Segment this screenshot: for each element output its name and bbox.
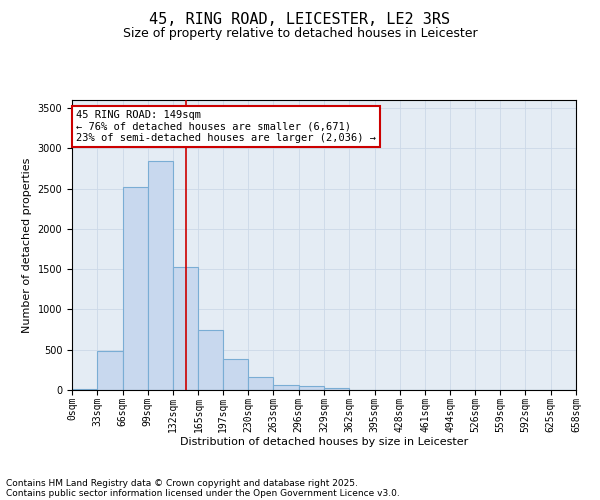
Text: 45 RING ROAD: 149sqm
← 76% of detached houses are smaller (6,671)
23% of semi-de: 45 RING ROAD: 149sqm ← 76% of detached h…	[76, 110, 376, 143]
Bar	[173, 267, 199, 390]
Text: Contains HM Land Registry data © Crown copyright and database right 2025.: Contains HM Land Registry data © Crown c…	[6, 478, 358, 488]
Bar	[274, 385, 299, 390]
Text: Contains public sector information licensed under the Open Government Licence v3: Contains public sector information licen…	[6, 488, 400, 498]
Bar	[223, 358, 248, 390]
Bar	[248, 377, 274, 390]
Text: 45, RING ROAD, LEICESTER, LE2 3RS: 45, RING ROAD, LEICESTER, LE2 3RS	[149, 12, 451, 28]
X-axis label: Distribution of detached houses by size in Leicester: Distribution of detached houses by size …	[180, 437, 468, 447]
Bar	[324, 388, 349, 390]
Bar	[122, 187, 148, 390]
Bar	[199, 330, 223, 390]
Bar	[97, 352, 122, 390]
Text: Size of property relative to detached houses in Leicester: Size of property relative to detached ho…	[122, 28, 478, 40]
Bar	[72, 389, 97, 390]
Bar	[299, 386, 324, 390]
Bar	[148, 161, 173, 390]
Y-axis label: Number of detached properties: Number of detached properties	[22, 158, 32, 332]
